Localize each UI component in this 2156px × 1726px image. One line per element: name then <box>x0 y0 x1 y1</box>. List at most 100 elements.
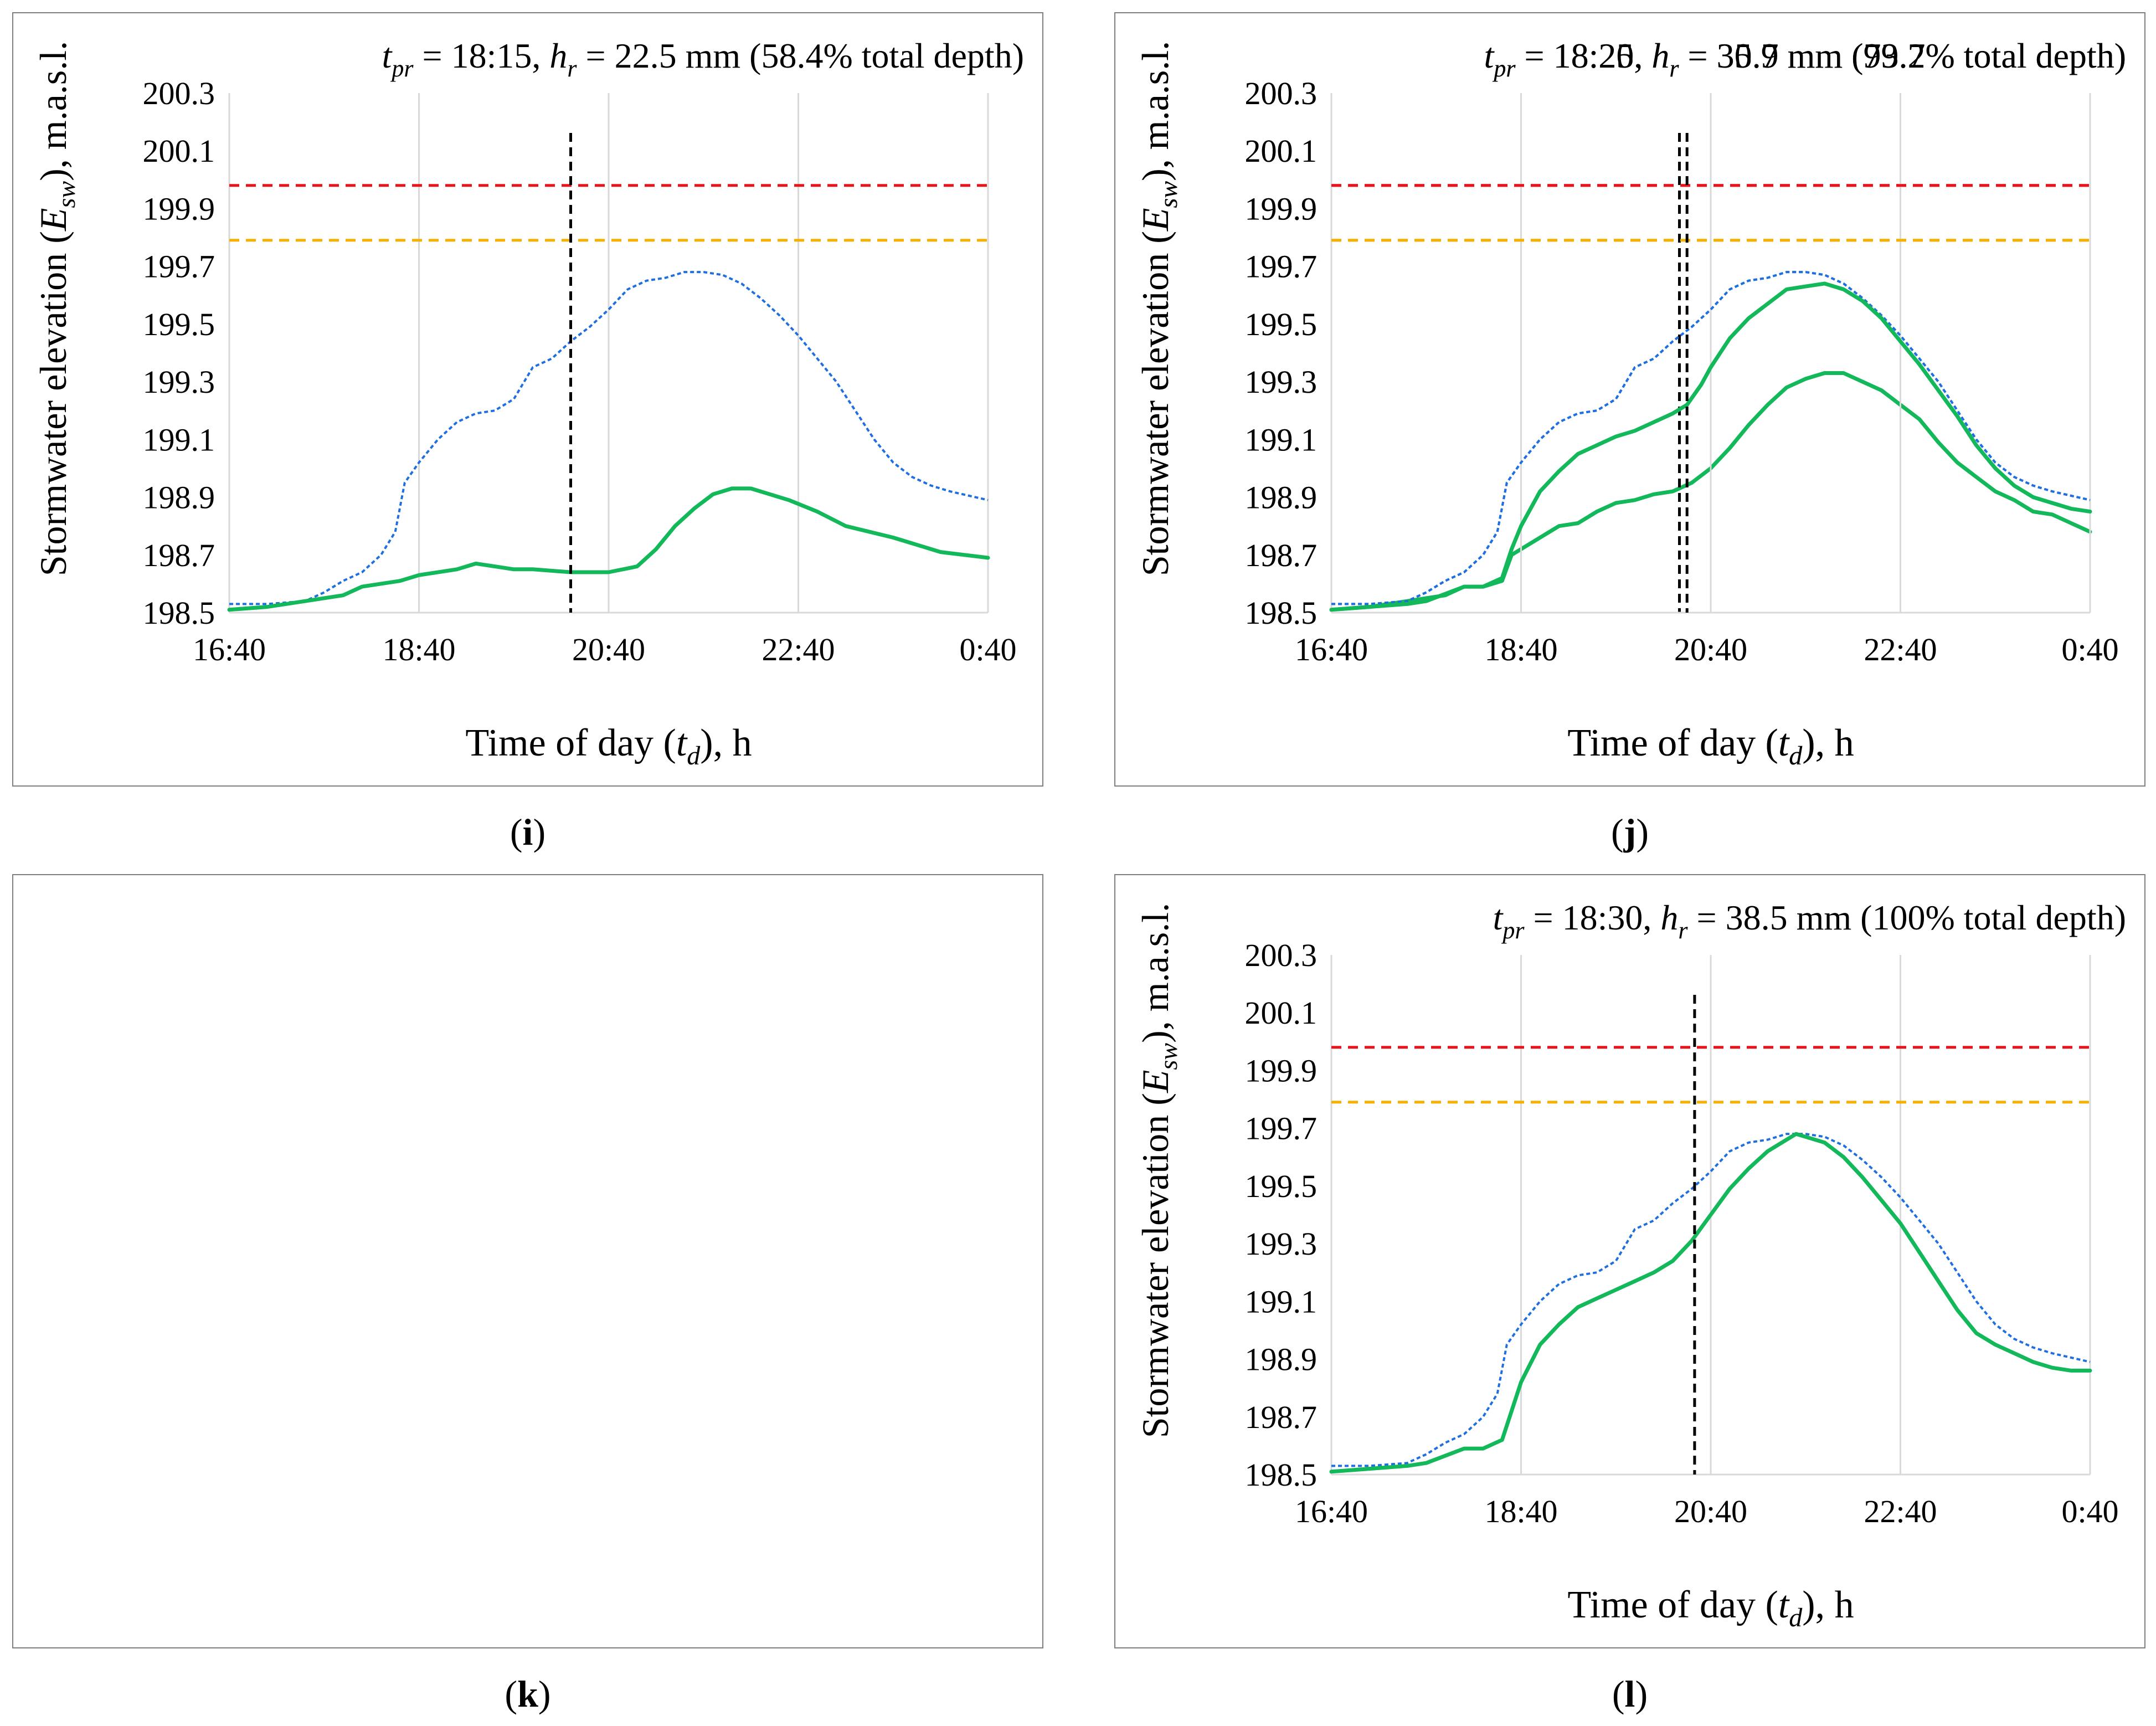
x-tick-label: 16:40 <box>1295 631 1368 667</box>
x-tick-label: 0:40 <box>2061 631 2118 667</box>
x-tick-label: 20:40 <box>1674 631 1747 667</box>
y-tick-label: 200.3 <box>1245 75 1318 111</box>
y-tick-label: 198.9 <box>1245 480 1318 516</box>
caption-l: (l) <box>1612 1673 1648 1715</box>
caption-letter-i: i <box>522 811 533 853</box>
ylabel-prefix: Stormwater elevation ( <box>1134 231 1176 576</box>
ylabel-var: E <box>32 208 74 232</box>
y-tick-label: 198.7 <box>1245 537 1318 573</box>
x-tick-label: 0:40 <box>2061 1493 2118 1529</box>
y-tick-label: 199.7 <box>1245 249 1318 285</box>
xlabel-prefix: Time of day ( <box>1567 722 1778 764</box>
ylabel-sub: sw <box>1154 1043 1182 1070</box>
xlabel-sub: d <box>1789 741 1803 770</box>
chart-svg-k <box>13 875 1042 1647</box>
title-t-value: = 18:20, <box>1515 36 1651 75</box>
ylabel-sub: sw <box>52 181 80 208</box>
y-tick-label: 199.1 <box>143 422 215 458</box>
y-tick-label: 200.1 <box>1245 995 1318 1031</box>
y-tick-label: 198.7 <box>143 537 215 573</box>
title-t-sub: pr <box>1492 55 1516 82</box>
ylabel-prefix: Stormwater elevation ( <box>32 231 74 576</box>
xlabel-suffix: ), h <box>1802 722 1854 764</box>
y-tick-label: 198.9 <box>1245 1342 1318 1378</box>
title-h-value: = 38.5 mm (100% total depth) <box>1687 898 2126 937</box>
x-tick-label: 22:40 <box>1864 631 1937 667</box>
x-axis-label: Time of day (td), h <box>1567 1584 1854 1632</box>
y-tick-label: 199.3 <box>1245 364 1318 400</box>
y-tick-label: 199.5 <box>1245 306 1318 342</box>
x-tick-label: 20:40 <box>1674 631 1747 667</box>
x-tick-label: 22:40 <box>1864 631 1937 667</box>
chart-panel-i: 16:40 18:40 20:40 22:40 0:40 200.3 200.1 199.9 1… <box>12 12 1043 787</box>
reference-series-line <box>1331 1133 2091 1467</box>
caption-j: (j) <box>1611 811 1649 853</box>
x-axis-label: Time of day (td), h <box>1567 722 1854 770</box>
title-h-var: h <box>1660 898 1678 937</box>
xlabel-var: t <box>1778 722 1790 764</box>
ylabel-suffix: ), m.a.s.l. <box>1134 41 1176 181</box>
title-t-var: t <box>1493 898 1504 937</box>
title-h-sub: r <box>1669 55 1679 82</box>
chart-panel-k <box>12 874 1043 1648</box>
chart-title: tpr = 18:15, hr = 22.5 mm (58.4% total d… <box>382 36 1024 82</box>
caption-i: (i) <box>510 811 546 853</box>
title-t-sub: pr <box>1492 55 1516 82</box>
y-tick-label: 200.3 <box>143 75 215 111</box>
predicted-series-line <box>1329 1132 2092 1474</box>
y-tick-label: 199.5 <box>143 306 215 342</box>
y-axis-label: Stormwater elevation (Esw), m.a.s.l. <box>1134 41 1182 576</box>
title-h-var: h <box>1651 36 1669 75</box>
title-h-value: = 30.7 mm (79.7% total depth) <box>1679 36 2126 75</box>
x-tick-label: 18:40 <box>1484 631 1557 667</box>
title-t-value: = 18:25, <box>1515 36 1651 75</box>
title-h-sub: r <box>1678 917 1688 944</box>
y-tick-label: 200.1 <box>1245 133 1318 169</box>
predicted-series-line <box>1329 281 2092 612</box>
chart-title: tpr = 18:20, hr = 30.7 mm (79.7% total d… <box>1484 36 2126 82</box>
y-tick-label: 198.7 <box>1245 1399 1318 1435</box>
title-h-value: = 22.5 mm (58.4% total depth) <box>577 36 1024 75</box>
title-h-var: h <box>1651 36 1669 75</box>
x-tick-label: 16:40 <box>1295 1493 1368 1529</box>
chart-title: tpr = 18:25, hr = 35.9 mm (93.2% total d… <box>1484 36 2126 82</box>
y-tick-label: 198.5 <box>1245 595 1318 631</box>
title-h-value: = 35.9 mm (93.2% total depth) <box>1679 36 2126 75</box>
xlabel-prefix: Time of day ( <box>1567 722 1778 764</box>
x-axis-label: Time of day (td), h <box>1567 722 1854 770</box>
ylabel-prefix: Stormwater elevation ( <box>1134 231 1176 576</box>
y-axis-label: Stormwater elevation (Esw), m.a.s.l. <box>1134 903 1182 1438</box>
y-tick-label: 199.3 <box>1245 1226 1318 1262</box>
title-t-var: t <box>1484 36 1495 75</box>
xlabel-sub: d <box>1789 741 1803 770</box>
xlabel-suffix: ), h <box>1802 1584 1854 1626</box>
ylabel-var: E <box>1134 1070 1176 1094</box>
chart-svg-l: 16:40 18:40 20:40 22:40 0:40 200.3 200.1 199.9 1… <box>1134 898 2126 1632</box>
predicted-series-line <box>227 486 990 612</box>
y-tick-label: 199.3 <box>143 364 215 400</box>
caption-letter-k: k <box>517 1673 538 1715</box>
y-tick-label: 199.5 <box>1245 306 1318 342</box>
y-tick-label: 199.9 <box>1245 191 1318 227</box>
y-tick-label: 198.9 <box>1245 480 1318 516</box>
y-tick-label: 199.7 <box>143 249 215 285</box>
title-h-var: h <box>549 36 567 75</box>
caption-letter-l: l <box>1624 1673 1635 1715</box>
y-tick-label: 199.9 <box>1245 191 1318 227</box>
ylabel-var: E <box>1134 208 1176 232</box>
xlabel-suffix: ), h <box>1802 722 1854 764</box>
y-tick-label: 198.5 <box>1245 595 1318 631</box>
title-t-sub: pr <box>390 55 414 82</box>
chart-svg-i: 16:40 18:40 20:40 22:40 0:40 200.3 200.1 199.9 1… <box>32 36 1024 770</box>
reference-series-line <box>1331 271 2091 605</box>
x-tick-label: 20:40 <box>1674 1493 1747 1529</box>
ylabel-var: E <box>1134 208 1176 232</box>
y-tick-label: 200.3 <box>1245 75 1318 111</box>
y-tick-label: 199.7 <box>1245 1111 1318 1147</box>
y-tick-label: 200.1 <box>143 133 215 169</box>
y-tick-label: 199.5 <box>1245 1168 1318 1204</box>
y-tick-label: 198.7 <box>1245 537 1318 573</box>
xlabel-prefix: Time of day ( <box>1567 1584 1778 1626</box>
chart-panel-j: 16:40 18:40 20:40 22:40 0:40 200.3 200.1 199.9 1… <box>1114 12 2145 787</box>
reference-series-line <box>229 271 989 605</box>
